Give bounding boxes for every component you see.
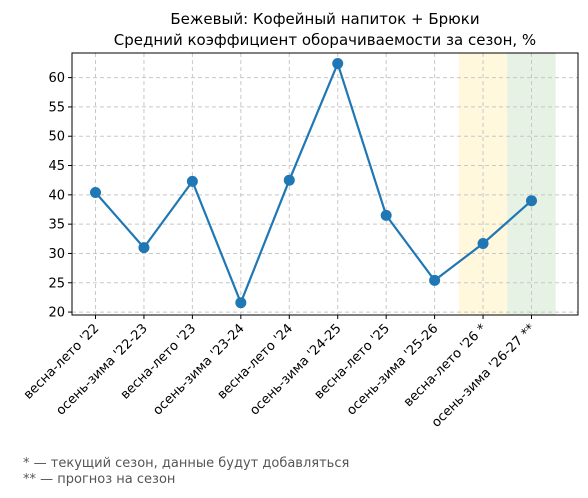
- y-tick-label-40: 40: [48, 188, 65, 203]
- data-point-0: [90, 186, 101, 198]
- data-point-4: [283, 174, 295, 186]
- series-polyline: [94, 62, 533, 304]
- chart-title-line2: Средний коэффициент оборачиваемости за с…: [114, 31, 536, 49]
- y-axis: 20 25 30 35 40 45 50 55 60: [48, 71, 72, 321]
- data-point-8: [477, 237, 489, 249]
- y-tick-label-25: 25: [48, 276, 65, 291]
- data-point-3: [235, 297, 247, 309]
- highlight-band-8: [458, 53, 508, 315]
- y-tick-label-45: 45: [48, 159, 65, 174]
- footnote-forecast: ** — прогноз на сезон: [23, 472, 176, 487]
- chart-title-line1: Бежевый: Кофейный напиток + Брюки: [170, 10, 479, 28]
- y-tick-label-20: 20: [48, 306, 65, 321]
- x-tick-label-5: осень-зима '24-25: [247, 321, 344, 418]
- x-tick-label-3: осень-зима '23-24: [150, 321, 247, 418]
- footnote-current-season: * — текущий сезон, данные будут добавлят…: [23, 456, 350, 471]
- data-point-5: [332, 58, 344, 70]
- x-tick-label-7: осень-зима '25-26: [344, 321, 441, 418]
- data-point-6: [380, 209, 392, 221]
- y-tick-label-30: 30: [48, 247, 65, 262]
- data-point-1: [138, 242, 150, 254]
- y-tick-label-50: 50: [48, 130, 65, 145]
- data-point-9: [526, 195, 537, 207]
- season-highlight-bands: [458, 53, 556, 315]
- data-point-7: [429, 274, 441, 286]
- data-point-2: [186, 175, 198, 187]
- x-tick-label-8: весна-лето '26 *: [401, 321, 490, 410]
- y-tick-label-35: 35: [48, 218, 65, 233]
- x-tick-label-1: осень-зима '22-23: [53, 321, 150, 418]
- highlight-band-9: [507, 53, 556, 315]
- y-tick-label-60: 60: [48, 71, 65, 86]
- grid-lines: [72, 53, 578, 315]
- series-line: [90, 58, 537, 309]
- y-tick-label-55: 55: [48, 100, 65, 115]
- plot-frame: [71, 52, 579, 316]
